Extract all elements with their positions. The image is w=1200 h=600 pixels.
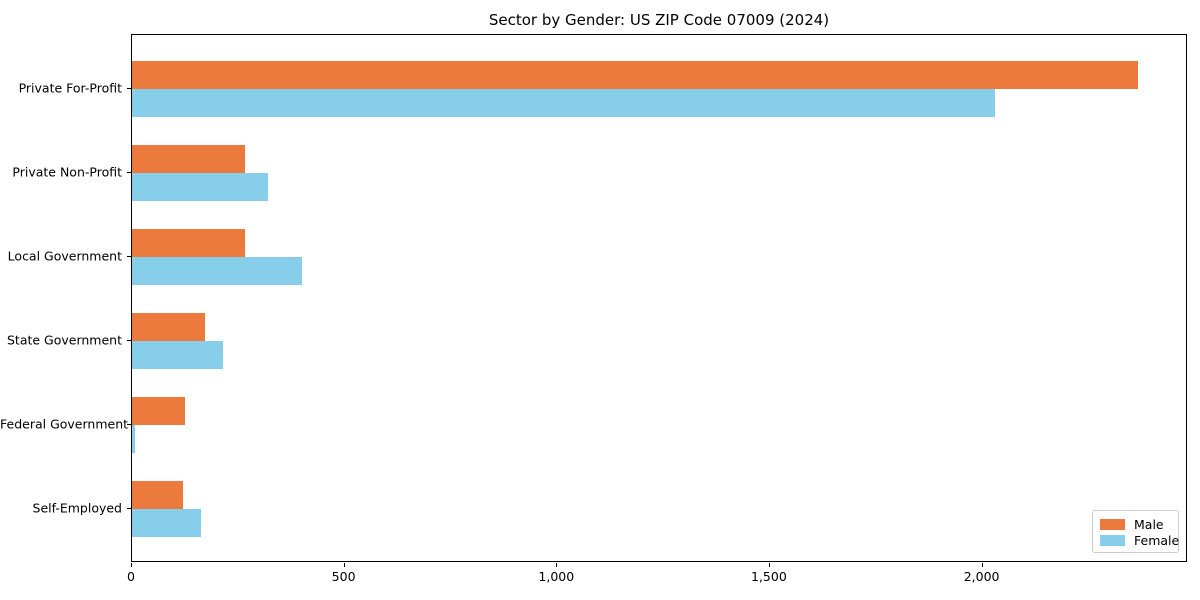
bar-female-federal-government bbox=[132, 425, 136, 453]
x-tick-label-1-000: 1,000 bbox=[538, 569, 575, 584]
x-tick-mark-1-000 bbox=[556, 563, 558, 567]
legend-swatch-female bbox=[1100, 534, 1125, 546]
y-tick-mark-private-for-profit bbox=[127, 88, 131, 89]
y-tick-label-private-for-profit: Private For-Profit bbox=[18, 80, 122, 96]
chart-title: Sector by Gender: US ZIP Code 07009 (202… bbox=[488, 11, 830, 29]
x-tick-label-2-000: 2,000 bbox=[963, 569, 1000, 584]
bar-male-private-for-profit bbox=[132, 61, 1138, 89]
y-tick-mark-self-employed bbox=[127, 508, 131, 509]
legend-item-female: Female bbox=[1100, 532, 1179, 548]
y-tick-label-federal-government: Federal Government bbox=[0, 416, 129, 432]
y-tick-mark-state-government bbox=[127, 340, 131, 341]
bar-female-self-employed bbox=[132, 509, 201, 537]
x-tick-label-0: 0 bbox=[127, 569, 135, 584]
x-tick-mark-0 bbox=[131, 563, 132, 567]
bar-male-self-employed bbox=[132, 481, 183, 509]
x-tick-label-1-500: 1,500 bbox=[750, 569, 787, 584]
bar-male-state-government bbox=[132, 313, 206, 341]
bar-male-private-non-profit bbox=[132, 145, 245, 173]
bar-female-private-for-profit bbox=[132, 89, 996, 117]
x-tick-mark-500 bbox=[343, 563, 345, 567]
legend-label-male: Male bbox=[1134, 516, 1164, 532]
x-tick-mark-1-500 bbox=[768, 563, 770, 567]
plot-area bbox=[131, 34, 1187, 562]
y-tick-mark-federal-government bbox=[127, 424, 131, 425]
y-tick-label-local-government: Local Government bbox=[7, 248, 122, 264]
legend-item-male: Male bbox=[1100, 516, 1171, 532]
y-tick-mark-local-government bbox=[127, 256, 131, 257]
legend-label-female: Female bbox=[1134, 532, 1180, 548]
legend: Male Female bbox=[1092, 510, 1179, 553]
x-tick-mark-2-000 bbox=[981, 563, 983, 567]
bar-female-state-government bbox=[132, 341, 224, 369]
bar-male-local-government bbox=[132, 229, 245, 257]
legend-swatch-male bbox=[1100, 518, 1125, 530]
bar-male-federal-government bbox=[132, 397, 186, 425]
y-tick-label-state-government: State Government bbox=[6, 332, 122, 348]
y-tick-label-self-employed: Self-Employed bbox=[32, 500, 122, 516]
bar-female-local-government bbox=[132, 257, 303, 285]
x-tick-label-500: 500 bbox=[331, 569, 356, 584]
bar-female-private-non-profit bbox=[132, 173, 269, 201]
y-tick-label-private-non-profit: Private Non-Profit bbox=[12, 164, 122, 180]
y-tick-mark-private-non-profit bbox=[127, 172, 131, 173]
